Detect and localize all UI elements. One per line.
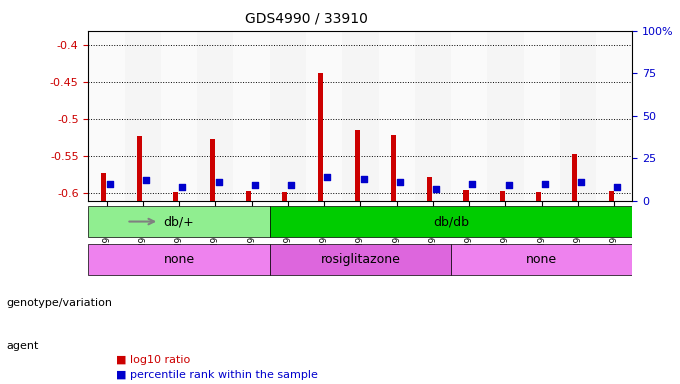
Bar — [233, 31, 270, 200]
Bar — [246, 191, 251, 200]
Point — [612, 184, 623, 190]
Bar — [306, 31, 342, 200]
Bar — [560, 31, 596, 200]
Bar — [451, 31, 488, 200]
Point — [430, 185, 441, 192]
Point — [358, 175, 369, 182]
Bar — [270, 31, 306, 200]
Point — [576, 179, 587, 185]
Text: ■ log10 ratio: ■ log10 ratio — [116, 355, 190, 365]
Bar — [415, 31, 451, 200]
Bar — [137, 136, 142, 200]
Point — [503, 182, 514, 189]
Bar — [379, 31, 415, 200]
FancyBboxPatch shape — [88, 244, 270, 275]
Point — [467, 180, 478, 187]
Text: ■ percentile rank within the sample: ■ percentile rank within the sample — [116, 370, 318, 380]
Bar — [488, 31, 524, 200]
Bar — [609, 191, 613, 200]
FancyBboxPatch shape — [270, 206, 632, 237]
Bar — [161, 31, 197, 200]
Text: agent: agent — [7, 341, 39, 351]
Bar — [88, 31, 124, 200]
Bar — [342, 31, 379, 200]
Point — [104, 180, 115, 187]
Bar — [173, 192, 178, 200]
Text: db/db: db/db — [433, 215, 469, 228]
Point — [141, 177, 152, 183]
Bar — [524, 31, 560, 200]
Bar — [355, 130, 360, 200]
Text: GDS4990 / 33910: GDS4990 / 33910 — [245, 12, 367, 25]
Text: genotype/variation: genotype/variation — [7, 298, 113, 308]
Bar — [427, 177, 432, 200]
FancyBboxPatch shape — [270, 244, 451, 275]
Bar — [573, 154, 577, 200]
Bar — [282, 192, 287, 200]
Point — [394, 179, 405, 185]
Point — [286, 182, 296, 189]
Bar — [391, 135, 396, 200]
Text: rosiglitazone: rosiglitazone — [320, 253, 401, 266]
Bar — [101, 172, 106, 200]
Text: db/+: db/+ — [164, 215, 194, 228]
FancyBboxPatch shape — [451, 244, 632, 275]
Bar — [318, 73, 324, 200]
Point — [322, 174, 333, 180]
Bar — [500, 191, 505, 200]
Bar — [596, 31, 632, 200]
Bar — [124, 31, 161, 200]
Bar — [197, 31, 233, 200]
FancyBboxPatch shape — [88, 206, 270, 237]
Text: none: none — [163, 253, 194, 266]
Point — [539, 180, 550, 187]
Text: none: none — [526, 253, 558, 266]
Bar — [536, 192, 541, 200]
Point — [250, 182, 260, 189]
Point — [213, 179, 224, 185]
Bar — [464, 190, 469, 200]
Point — [177, 184, 188, 190]
Bar — [209, 139, 215, 200]
